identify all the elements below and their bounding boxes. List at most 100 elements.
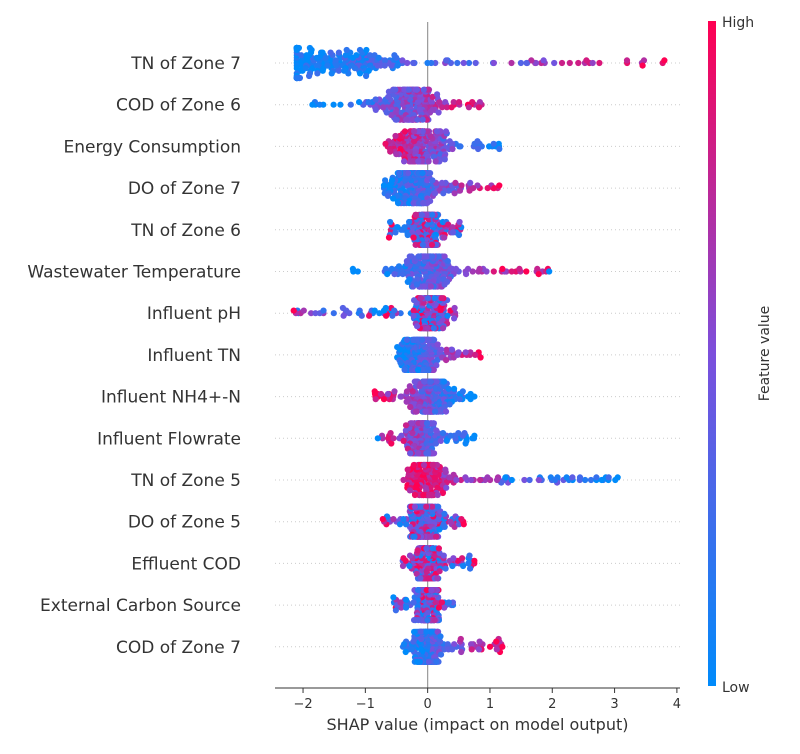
shap-point bbox=[401, 158, 408, 165]
shap-point bbox=[388, 440, 395, 447]
shap-point bbox=[402, 648, 409, 656]
shap-point bbox=[423, 503, 430, 510]
shap-point bbox=[496, 145, 503, 153]
shap-point bbox=[420, 86, 427, 93]
shap-point bbox=[313, 62, 321, 69]
shap-point bbox=[412, 408, 419, 415]
shap-point bbox=[406, 86, 413, 93]
shap-point bbox=[433, 241, 440, 248]
shap-point bbox=[396, 170, 403, 177]
shap-point bbox=[441, 281, 448, 288]
shap-point bbox=[440, 190, 447, 197]
shap-point bbox=[413, 86, 421, 93]
shap-point bbox=[444, 641, 451, 648]
shap-point bbox=[437, 633, 444, 640]
shap-point bbox=[451, 190, 458, 197]
shap-point bbox=[425, 575, 432, 582]
shap-point bbox=[444, 258, 451, 265]
shap-point bbox=[465, 59, 473, 67]
shap-point bbox=[425, 336, 432, 343]
shap-point bbox=[526, 476, 533, 484]
shap-point bbox=[436, 568, 443, 575]
shap-point bbox=[410, 59, 417, 67]
shap-point bbox=[385, 234, 393, 241]
shap-point bbox=[427, 283, 434, 290]
shap-point bbox=[410, 638, 417, 645]
shap-point bbox=[411, 297, 418, 304]
shap-point bbox=[508, 268, 515, 275]
shap-point bbox=[382, 177, 389, 184]
shap-point bbox=[434, 575, 441, 582]
shap-point bbox=[404, 278, 411, 285]
shap-point bbox=[403, 398, 410, 405]
shap-point bbox=[484, 474, 491, 481]
shap-point bbox=[441, 604, 448, 611]
shap-point bbox=[467, 179, 474, 186]
shap-point bbox=[475, 646, 483, 653]
shap-point bbox=[476, 265, 483, 272]
x-tick-label: −2 bbox=[293, 697, 312, 712]
feature-swarm bbox=[390, 587, 457, 624]
shap-point bbox=[401, 224, 408, 231]
shap-point bbox=[406, 552, 414, 559]
shap-point bbox=[496, 182, 503, 189]
shap-point bbox=[418, 211, 425, 218]
shap-point bbox=[443, 104, 450, 111]
shap-point bbox=[437, 437, 444, 444]
shap-point bbox=[434, 628, 441, 635]
shap-point bbox=[449, 140, 456, 147]
shap-point bbox=[319, 67, 326, 74]
shap-point bbox=[442, 466, 449, 473]
shap-point bbox=[316, 101, 323, 108]
shap-point bbox=[387, 218, 394, 226]
feature-swarm bbox=[399, 545, 478, 582]
shap-point bbox=[385, 435, 392, 442]
shap-point bbox=[462, 349, 469, 356]
shap-point bbox=[464, 265, 472, 272]
shap-point bbox=[435, 545, 442, 552]
shap-point bbox=[494, 476, 501, 484]
shap-point bbox=[623, 57, 631, 64]
shap-point bbox=[347, 101, 354, 108]
shap-point bbox=[356, 46, 364, 54]
shap-point bbox=[298, 52, 305, 59]
shap-point bbox=[440, 552, 447, 559]
feature-swarm bbox=[371, 378, 478, 415]
colorbar: High Low Feature value bbox=[708, 15, 773, 696]
shap-point bbox=[535, 476, 543, 484]
shap-point bbox=[443, 484, 450, 491]
feature-swarm bbox=[399, 628, 506, 665]
shap-point bbox=[380, 396, 388, 403]
shap-point bbox=[472, 59, 479, 67]
shap-point bbox=[303, 52, 310, 59]
shap-point bbox=[390, 195, 397, 202]
shap-point bbox=[425, 658, 432, 665]
shap-point bbox=[429, 461, 436, 469]
shap-point bbox=[449, 224, 456, 231]
shap-point bbox=[661, 57, 668, 64]
shap-point bbox=[372, 96, 379, 103]
shap-point bbox=[416, 403, 423, 411]
shap-point bbox=[414, 547, 421, 554]
shap-point bbox=[448, 346, 456, 353]
shap-point bbox=[372, 396, 379, 403]
shap-point bbox=[306, 72, 313, 80]
shap-point bbox=[445, 187, 452, 194]
shap-point bbox=[395, 263, 403, 270]
shap-point bbox=[429, 253, 436, 260]
shap-point bbox=[387, 148, 394, 155]
shap-point bbox=[423, 587, 430, 594]
shap-point bbox=[471, 557, 478, 564]
shap-point bbox=[417, 575, 424, 582]
shap-point bbox=[400, 437, 407, 444]
shap-point bbox=[384, 271, 391, 278]
feature-label: DO of Zone 7 bbox=[128, 179, 241, 199]
shap-point bbox=[443, 357, 450, 364]
colorbar-low-label: Low bbox=[722, 680, 750, 696]
shap-point bbox=[419, 170, 426, 177]
shap-point bbox=[302, 65, 309, 72]
shap-point bbox=[576, 474, 584, 481]
shap-point bbox=[454, 59, 461, 67]
shap-point bbox=[341, 67, 348, 74]
shap-point bbox=[508, 476, 515, 484]
